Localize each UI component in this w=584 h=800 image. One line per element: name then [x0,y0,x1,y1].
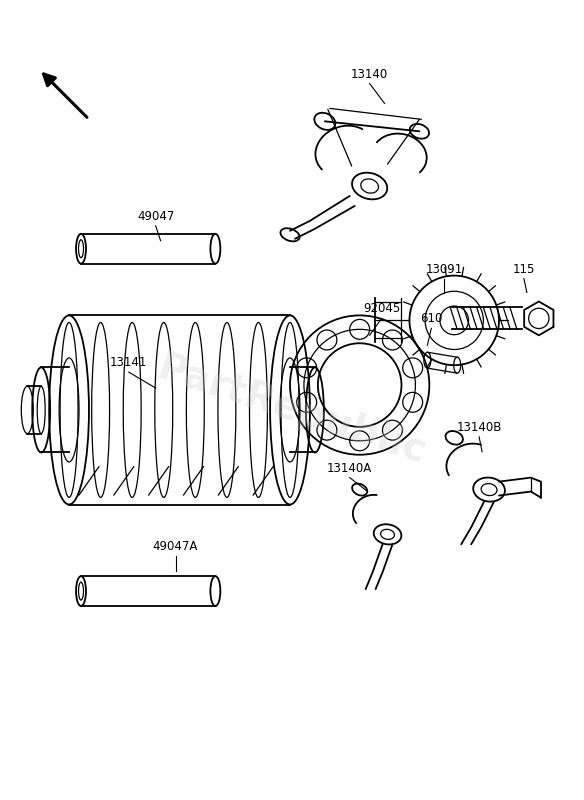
Text: 610: 610 [420,312,443,326]
Text: 92045: 92045 [363,302,400,315]
Text: 49047: 49047 [137,210,175,223]
Text: 13140B: 13140B [457,421,502,434]
Text: PartRepublic: PartRepublic [153,349,431,471]
Text: 49047A: 49047A [153,540,198,554]
Text: 13091: 13091 [426,262,463,275]
Text: 13141: 13141 [110,356,148,369]
Text: 115: 115 [513,262,535,275]
Text: 13140: 13140 [351,67,388,81]
Text: 13140A: 13140A [327,462,373,474]
